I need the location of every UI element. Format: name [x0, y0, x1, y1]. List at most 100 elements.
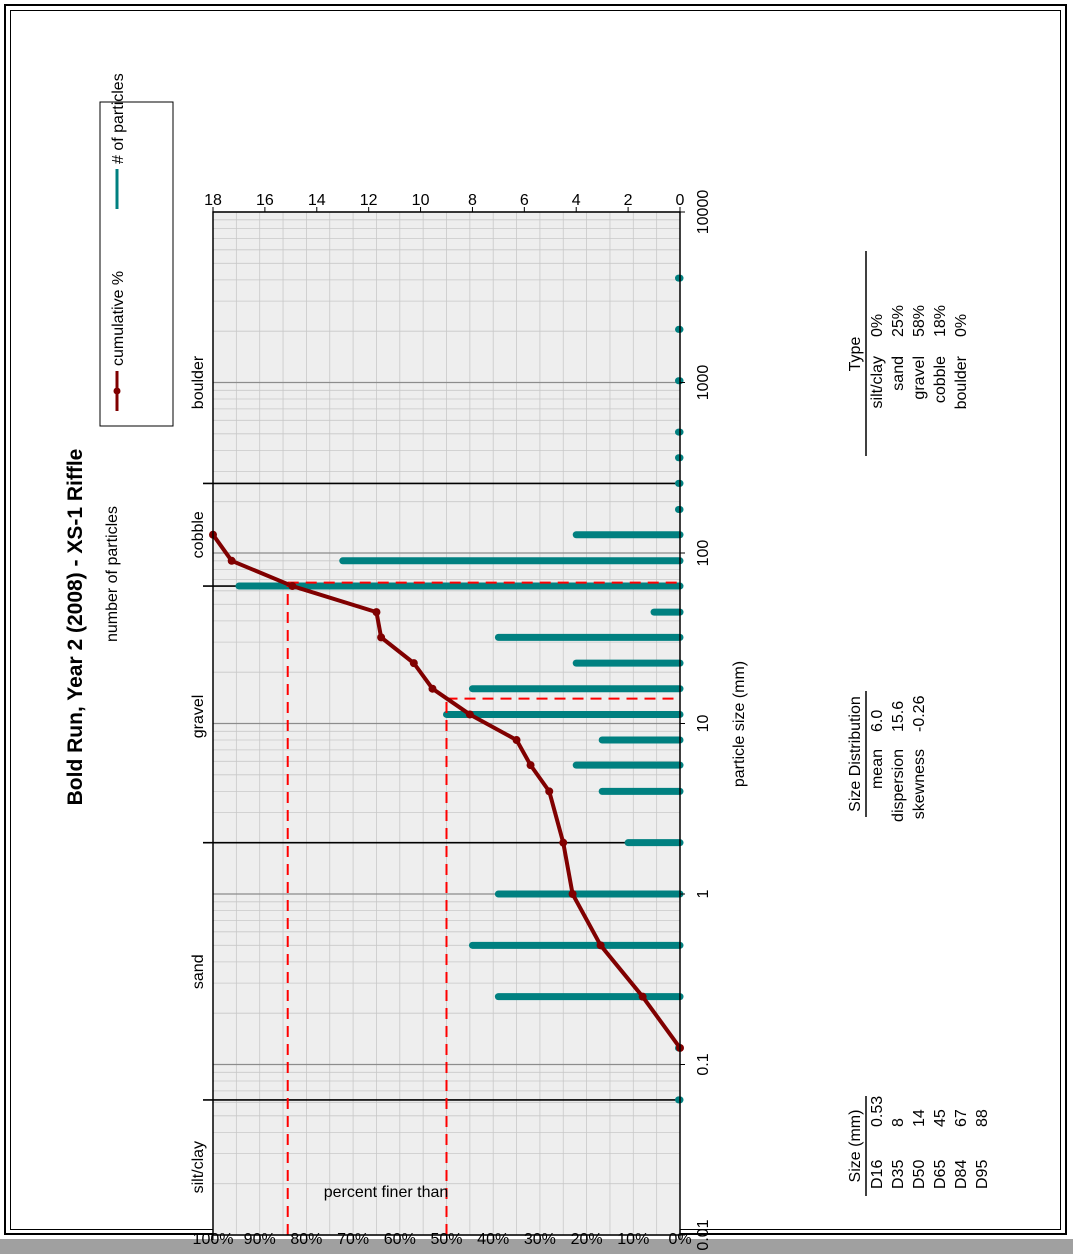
cumulative-point — [568, 890, 577, 898]
type-table-row-label: gravel — [911, 356, 928, 400]
class-label: cobble — [190, 511, 207, 558]
legend: cumulative % # of particles — [99, 73, 174, 427]
distribution-table-row-value: -0.26 — [911, 695, 928, 732]
distribution-table-row-label: skewness — [911, 749, 928, 819]
y-tick-right-label: 14 — [308, 192, 326, 209]
cumulative-point — [559, 838, 568, 847]
size-table-row-label: D84 — [953, 1160, 970, 1189]
summary-tables: Size (mm) D16 0.53 D35 8 D50 14 D65 45 D84 67 D95 88… — [847, 251, 991, 1196]
distribution-table-row-label: mean — [869, 749, 886, 789]
cumulative-point — [545, 787, 554, 796]
x-tick-label: 0.1 — [695, 1053, 712, 1075]
distribution-table-header: Size Distribution — [847, 696, 864, 812]
cumulative-series — [209, 530, 684, 1052]
type-table-row-value: 58% — [911, 305, 928, 337]
type-table-row-label: sand — [890, 356, 907, 391]
size-table-row-value: 8 — [890, 1118, 907, 1127]
size-table-row-value: 67 — [953, 1109, 970, 1127]
y-tick-left-label: 70% — [337, 1231, 369, 1248]
cumulative-point — [638, 992, 647, 1001]
distribution-table-row-value: 6.0 — [869, 710, 886, 732]
bottom-bar — [0, 1239, 1073, 1254]
type-table: Type silt/clay 0% sand 25% gravel 58% cobble 18%… — [847, 251, 970, 456]
x-tick-label: 10000 — [695, 190, 712, 235]
y-tick-right-label: 16 — [256, 192, 274, 209]
x-axis-label: particle size (mm) — [731, 661, 748, 787]
chart-title: Bold Run, Year 2 (2008) - XS-1 Riffle — [64, 449, 87, 806]
particle-bars — [235, 274, 684, 1104]
type-table-row-value: 18% — [932, 305, 949, 337]
type-table-row-value: 0% — [953, 314, 970, 337]
class-label: sand — [190, 954, 207, 989]
y-tick-right-label: 10 — [412, 192, 430, 209]
cumulative-point — [465, 710, 474, 719]
y-tick-left-label: 30% — [524, 1231, 556, 1248]
type-table-header: Type — [847, 337, 864, 372]
x-tick-label: 10 — [695, 715, 712, 733]
y-tick-right-label: 0 — [676, 192, 685, 209]
legend-cumulative-marker — [113, 387, 121, 395]
x-axis-ticks: 0.01 0.1 1 10 100 1000 10000 — [680, 190, 712, 1251]
cumulative-point — [526, 761, 535, 770]
cumulative-point — [377, 633, 386, 642]
legend-particles-label: # of particles — [110, 73, 127, 164]
type-table-row-value: 25% — [890, 305, 907, 337]
x-tick-label: 0.01 — [695, 1219, 712, 1250]
class-label: silt/clay — [190, 1141, 207, 1193]
y-axis-right-ticks: 0 2 4 6 8 10 12 14 16 18 — [204, 192, 685, 212]
cumulative-point — [428, 684, 437, 693]
size-table-row-label: D35 — [890, 1160, 907, 1189]
distribution-table-row-value: 15.6 — [890, 701, 907, 732]
y-tick-right-label: 6 — [520, 192, 529, 209]
size-table-row-value: 45 — [932, 1109, 949, 1127]
cumulative-point — [512, 736, 521, 745]
y-tick-right-label: 4 — [572, 192, 581, 209]
size-table-row-value: 88 — [974, 1109, 991, 1127]
cumulative-point — [596, 941, 605, 950]
size-table-row-label: D50 — [911, 1160, 928, 1189]
size-table-row-label: D16 — [869, 1160, 886, 1189]
y-tick-left-label: 50% — [430, 1231, 462, 1248]
y-tick-left-label: 90% — [244, 1231, 276, 1248]
y-tick-left-label: 60% — [384, 1231, 416, 1248]
x-tick-label: 100 — [695, 540, 712, 567]
size-table-row-label: D95 — [974, 1160, 991, 1189]
cumulative-point — [227, 556, 236, 565]
y-tick-left-label: 20% — [571, 1231, 603, 1248]
y-axis-left-label: percent finer than — [324, 1184, 449, 1201]
cumulative-point — [288, 582, 297, 591]
size-table-row-value: 14 — [911, 1109, 928, 1127]
y-tick-right-label: 18 — [204, 192, 222, 209]
y-tick-left-label: 10% — [617, 1231, 649, 1248]
y-tick-right-label: 8 — [468, 192, 477, 209]
size-table-header: Size (mm) — [847, 1110, 864, 1183]
type-table-row-label: cobble — [932, 356, 949, 403]
class-label: gravel — [190, 695, 207, 739]
cumulative-point — [372, 608, 381, 617]
cumulative-line — [211, 533, 682, 1050]
distribution-table-row-label: dispersion — [890, 749, 907, 822]
y-tick-left-label: 80% — [290, 1231, 322, 1248]
x-tick-label: 1000 — [695, 365, 712, 401]
y-tick-left-label: 40% — [477, 1231, 509, 1248]
y-axis-right-label: number of particles — [104, 506, 121, 642]
class-label: boulder — [190, 355, 207, 409]
y-axis-left-ticks: 0% 10% 20% 30% 40% 50% 60% 70% 80% 90% 100% — [193, 1231, 692, 1248]
type-table-row-label: boulder — [953, 355, 970, 409]
size-table-row-label: D65 — [932, 1160, 949, 1189]
y-tick-left-label: 0% — [668, 1231, 691, 1248]
cumulative-point — [409, 659, 418, 668]
legend-cumulative-label: cumulative % — [110, 271, 127, 366]
type-table-row-label: silt/clay — [869, 356, 886, 408]
size-table: Size (mm) D16 0.53 D35 8 D50 14 D65 45 D84 67 D95 88 — [847, 1096, 991, 1196]
y-tick-right-label: 12 — [360, 192, 378, 209]
y-tick-right-label: 2 — [624, 192, 633, 209]
reference-lines — [286, 581, 680, 1235]
class-labels: silt/clay sand gravel cobble boulder — [190, 355, 207, 1193]
type-table-row-value: 0% — [869, 314, 886, 337]
size-table-row-value: 0.53 — [869, 1096, 886, 1127]
y-tick-left-label: 100% — [193, 1231, 234, 1248]
